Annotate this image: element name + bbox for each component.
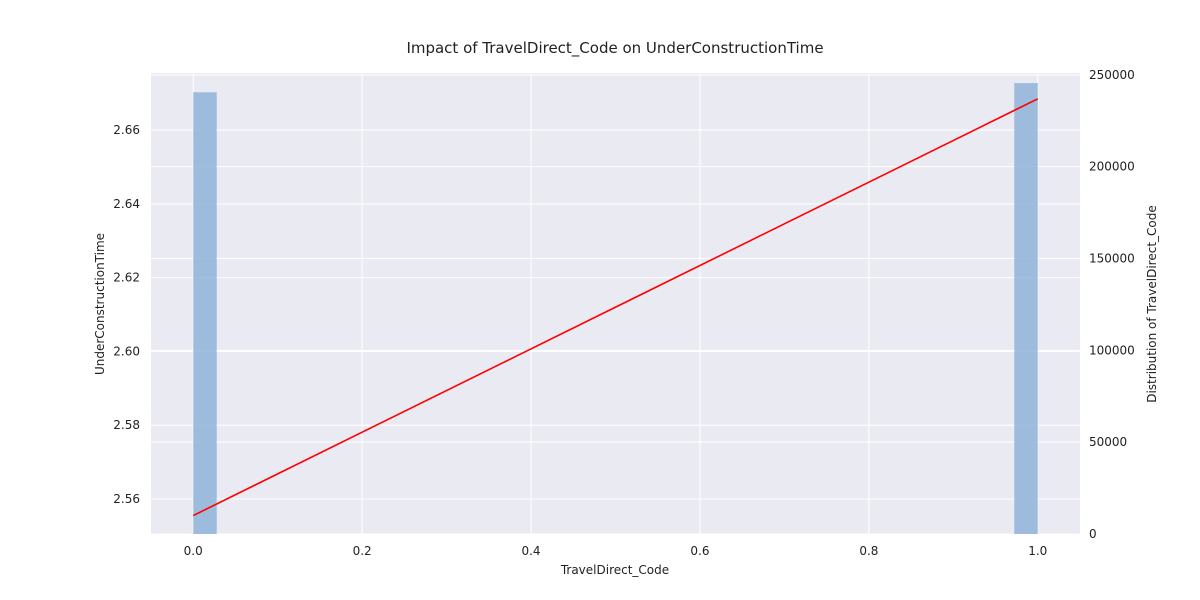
right-y-tick-labels: 0 50000 100000 150000 200000 250000 — [1089, 68, 1135, 541]
left-y-axis-label: UnderConstructionTime — [93, 233, 107, 375]
histogram-bar — [1014, 83, 1038, 534]
right-y-tick-label: 50000 — [1089, 435, 1127, 449]
regression-line — [192, 98, 1039, 517]
x-tick-label: 0.4 — [521, 544, 540, 558]
left-y-tick-label: 2.58 — [113, 418, 140, 432]
right-y-gridlines — [151, 74, 1080, 535]
left-y-tick-labels: 2.56 2.58 2.60 2.62 2.64 2.66 — [113, 123, 140, 506]
left-y-tick-label: 2.64 — [113, 197, 140, 211]
x-tick-label: 0.0 — [184, 544, 203, 558]
right-y-tick-label: 250000 — [1089, 68, 1135, 82]
x-tick-label: 1.0 — [1028, 544, 1047, 558]
left-y-tick-label: 2.62 — [113, 271, 140, 285]
x-axis-label: TravelDirect_Code — [560, 563, 669, 577]
x-tick-labels: 0.0 0.2 0.4 0.6 0.8 1.0 — [184, 544, 1048, 558]
right-y-tick-label: 0 — [1089, 527, 1097, 541]
right-y-tick-label: 100000 — [1089, 343, 1135, 357]
chart-title: Impact of TravelDirect_Code on UnderCons… — [406, 39, 823, 58]
left-y-gridlines — [151, 129, 1080, 500]
right-y-tick-label: 150000 — [1089, 252, 1135, 266]
x-tick-label: 0.8 — [859, 544, 878, 558]
left-y-tick-label: 2.66 — [113, 123, 140, 137]
x-tick-label: 0.6 — [690, 544, 709, 558]
regression-line-segment — [192, 98, 1039, 517]
left-y-tick-label: 2.56 — [113, 492, 140, 506]
plot-background — [151, 73, 1080, 534]
left-y-tick-label: 2.60 — [113, 344, 140, 358]
right-y-axis-label: Distribution of TravelDirect_Code — [1145, 205, 1159, 403]
histogram-bar — [193, 92, 217, 535]
right-y-tick-label: 200000 — [1089, 160, 1135, 174]
x-tick-label: 0.2 — [353, 544, 372, 558]
histogram-bars — [193, 83, 1038, 535]
